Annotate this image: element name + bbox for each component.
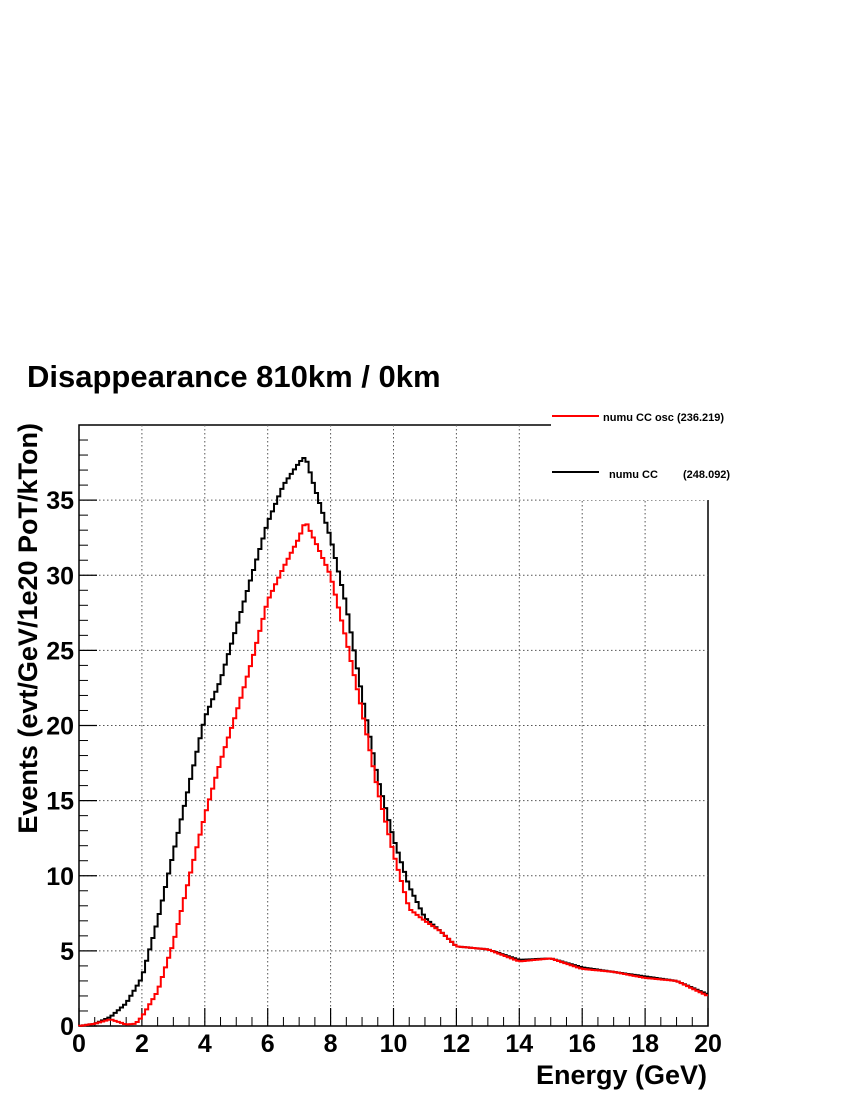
x-tick-label: 6 [261,1030,275,1058]
x-tick-label: 10 [380,1030,408,1058]
series-numu-cc-osc [78,523,708,1027]
x-tick-label: 20 [694,1030,722,1058]
x-tick-labels: 0 2 4 6 8 10 12 14 16 18 20 [72,1030,722,1058]
legend: numu CC osc (236.219) numu CC (248.092) [551,398,730,500]
y-tick-label: 35 [46,487,74,515]
x-tick-label: 2 [135,1030,149,1058]
x-tick-label: 12 [442,1030,470,1058]
legend-label-nominal: numu CC [609,469,658,481]
y-tick-label: 0 [60,1013,74,1041]
legend-integral-nominal: (248.092) [683,469,730,481]
x-tick-label: 16 [568,1030,596,1058]
grid-lines [79,425,708,1026]
x-tick-label: 14 [505,1030,533,1058]
axis-ticks [78,439,709,1027]
y-tick-label: 15 [46,788,74,816]
x-axis-title: Energy (GeV) [536,1060,707,1090]
x-tick-label: 4 [198,1030,212,1058]
x-tick-label: 0 [72,1030,86,1058]
y-tick-label: 30 [46,562,74,590]
y-tick-label: 20 [46,713,74,741]
chart-title: Disappearance 810km / 0km [27,359,441,394]
y-tick-labels: 0 5 10 15 20 25 30 35 [46,487,74,1041]
y-axis-title: Events (evt/GeV/1e20 PoT/kTon) [13,423,43,834]
y-tick-label: 25 [46,637,74,665]
y-tick-label: 10 [46,863,74,891]
y-tick-label: 5 [60,938,74,966]
legend-label-osc: numu CC osc (236.219) [603,412,724,424]
x-tick-label: 8 [324,1030,338,1058]
x-tick-label: 18 [631,1030,659,1058]
series-layer [78,457,708,1027]
